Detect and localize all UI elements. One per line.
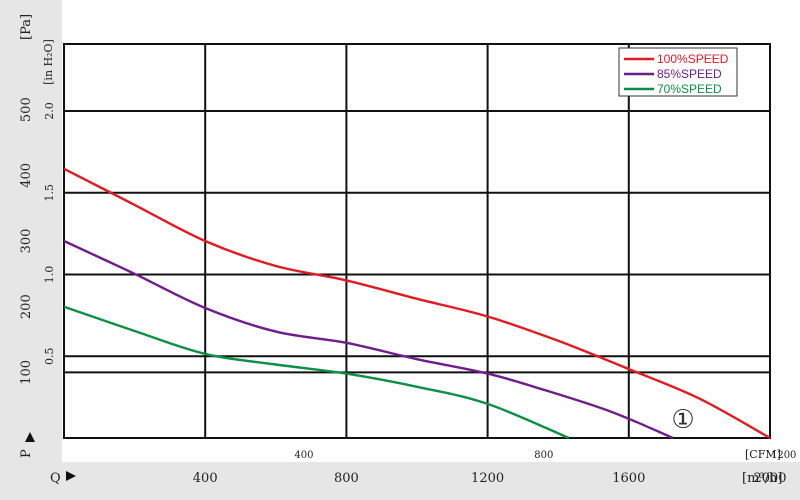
- series-line-1: [63, 167, 771, 440]
- y-tick-inh2o: 2.0: [43, 102, 56, 120]
- series-line-2: [63, 239, 674, 440]
- x-tick-cmh: 1600: [612, 471, 645, 486]
- curve-annotation: ①: [671, 405, 694, 435]
- legend-label: 70%SPEED: [657, 82, 722, 96]
- y-tick-inh2o: 1.0: [43, 266, 56, 284]
- x-unit-cmh: [m³/h]: [742, 471, 782, 486]
- curves: [63, 167, 771, 440]
- grid: [63, 43, 771, 439]
- legend-label: 85%SPEED: [657, 67, 722, 81]
- x-unit-cfm: [CFM]: [745, 448, 781, 461]
- y-unit-inh2o: [in H₂O]: [42, 39, 55, 85]
- x-tick-cfm: 800: [534, 450, 553, 461]
- y-tick-pa: 100: [19, 360, 34, 385]
- y-tick-pa: 500: [19, 97, 34, 122]
- series-line-3: [63, 305, 570, 440]
- y-unit-pa: [Pa]: [19, 14, 34, 40]
- bottom-axis-band: [0, 462, 800, 500]
- p-label: P: [19, 449, 34, 458]
- y-tick-pa: 400: [19, 163, 34, 188]
- ticks: 400 800 1200 1600 2000 400 800 1200 100 200 300 400…: [19, 97, 796, 486]
- plot-area: [64, 44, 770, 438]
- left-axis-band: [0, 0, 62, 500]
- y-tick-inh2o: 1.5: [43, 184, 56, 202]
- x-tick-cmh: 400: [193, 471, 218, 486]
- plot-border: [63, 43, 771, 439]
- p-arrow-icon: [25, 432, 35, 442]
- q-arrow-icon: [66, 471, 76, 481]
- legend-label: 100%SPEED: [657, 52, 729, 66]
- y-tick-pa: 200: [19, 294, 34, 319]
- x-tick-cmh: 2000: [753, 471, 786, 486]
- q-label: Q: [50, 471, 61, 486]
- x-tick-cfm: 1200: [771, 450, 796, 461]
- y-tick-inh2o: 0.5: [43, 347, 56, 365]
- x-tick-cfm: 400: [294, 450, 313, 461]
- y-tick-pa: 300: [19, 229, 34, 254]
- x-tick-cmh: 1200: [471, 471, 504, 486]
- x-tick-cmh: 800: [334, 471, 359, 486]
